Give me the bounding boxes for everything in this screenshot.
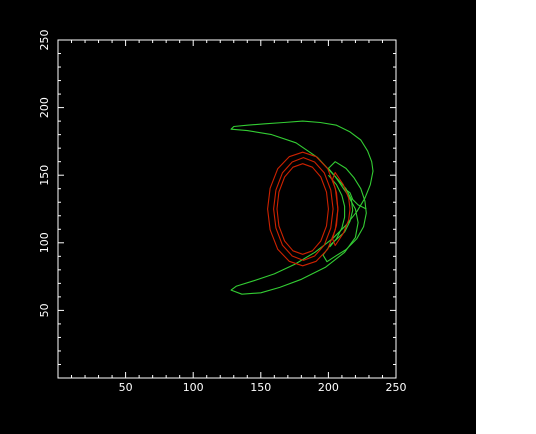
x-tick-label: 250 bbox=[386, 381, 407, 394]
x-tick-label: 100 bbox=[183, 381, 204, 394]
contour-line bbox=[327, 174, 346, 248]
contour-line bbox=[230, 120, 374, 295]
x-tick-label: 200 bbox=[318, 381, 339, 394]
y-tick-label: 100 bbox=[38, 232, 51, 253]
plot-panel: 50 100 150 200 250 50 100 150 200 250 bbox=[0, 0, 476, 434]
x-tick-label: 150 bbox=[250, 381, 271, 394]
y-tick-label: 150 bbox=[38, 165, 51, 186]
contour-plot: 50 100 150 200 250 50 100 150 200 250 bbox=[38, 30, 407, 395]
contour-line bbox=[273, 157, 334, 261]
y-tick-label: 50 bbox=[38, 303, 51, 317]
y-tick-label: 250 bbox=[38, 30, 51, 51]
contour-line bbox=[276, 163, 329, 255]
contour-line bbox=[322, 161, 367, 263]
contour-line bbox=[331, 171, 351, 247]
plot-frame bbox=[57, 39, 397, 379]
contour-line bbox=[344, 188, 367, 210]
contour-line bbox=[267, 151, 339, 267]
x-tick-label: 50 bbox=[119, 381, 133, 394]
y-tick-label: 200 bbox=[38, 97, 51, 118]
